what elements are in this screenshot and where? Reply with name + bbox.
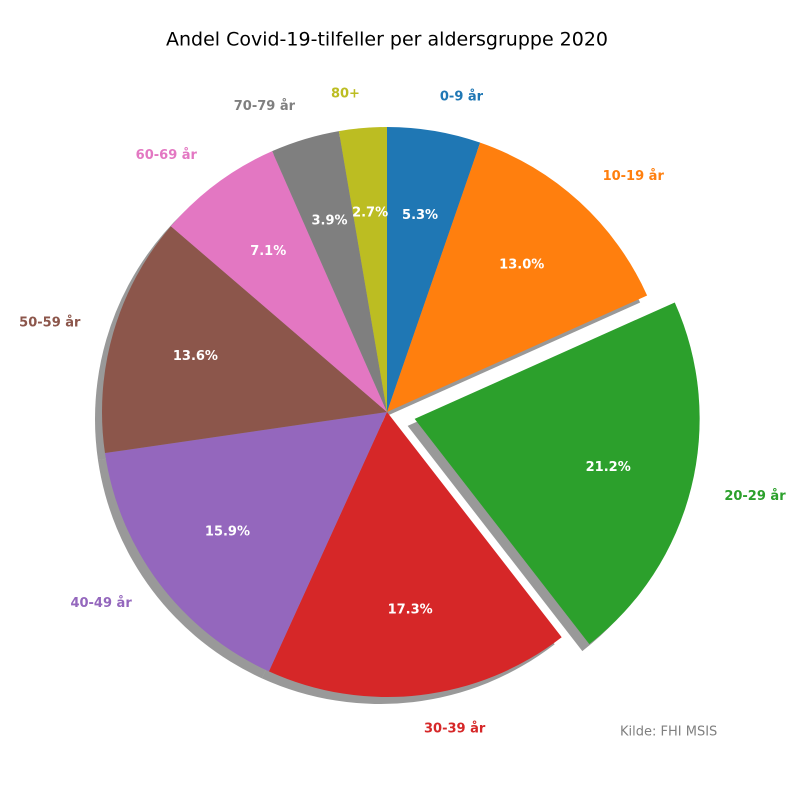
value-label: 13.0% <box>499 257 544 272</box>
source-note: Kilde: FHI MSIS <box>620 725 717 740</box>
wedge <box>268 412 562 697</box>
wedge <box>102 226 388 454</box>
category-label: 30-39 år <box>424 722 486 737</box>
value-label: 3.9% <box>312 213 348 228</box>
value-label: 5.3% <box>402 208 438 223</box>
value-label: 21.2% <box>586 460 631 475</box>
category-label: 40-49 år <box>70 596 132 611</box>
wedge <box>170 151 387 413</box>
wedge <box>104 412 387 672</box>
category-label: 20-29 år <box>724 489 786 504</box>
value-label: 7.1% <box>250 244 286 259</box>
category-label: 50-59 år <box>19 315 81 330</box>
chart-title: Andel Covid-19-tilfeller per aldersgrupp… <box>166 29 608 51</box>
wedge <box>387 142 648 412</box>
category-label: 80+ <box>331 86 360 101</box>
wedge <box>338 127 387 412</box>
wedge <box>387 127 481 412</box>
value-label: 2.7% <box>352 206 388 221</box>
category-label: 70-79 år <box>234 99 296 114</box>
value-label: 17.3% <box>388 603 433 618</box>
value-label: 15.9% <box>205 524 250 539</box>
value-label: 13.6% <box>173 349 218 364</box>
category-label: 10-19 år <box>603 169 665 184</box>
category-label: 0-9 år <box>440 90 484 105</box>
wedge <box>272 131 387 412</box>
wedge <box>414 302 700 645</box>
category-label: 60-69 år <box>136 148 198 163</box>
